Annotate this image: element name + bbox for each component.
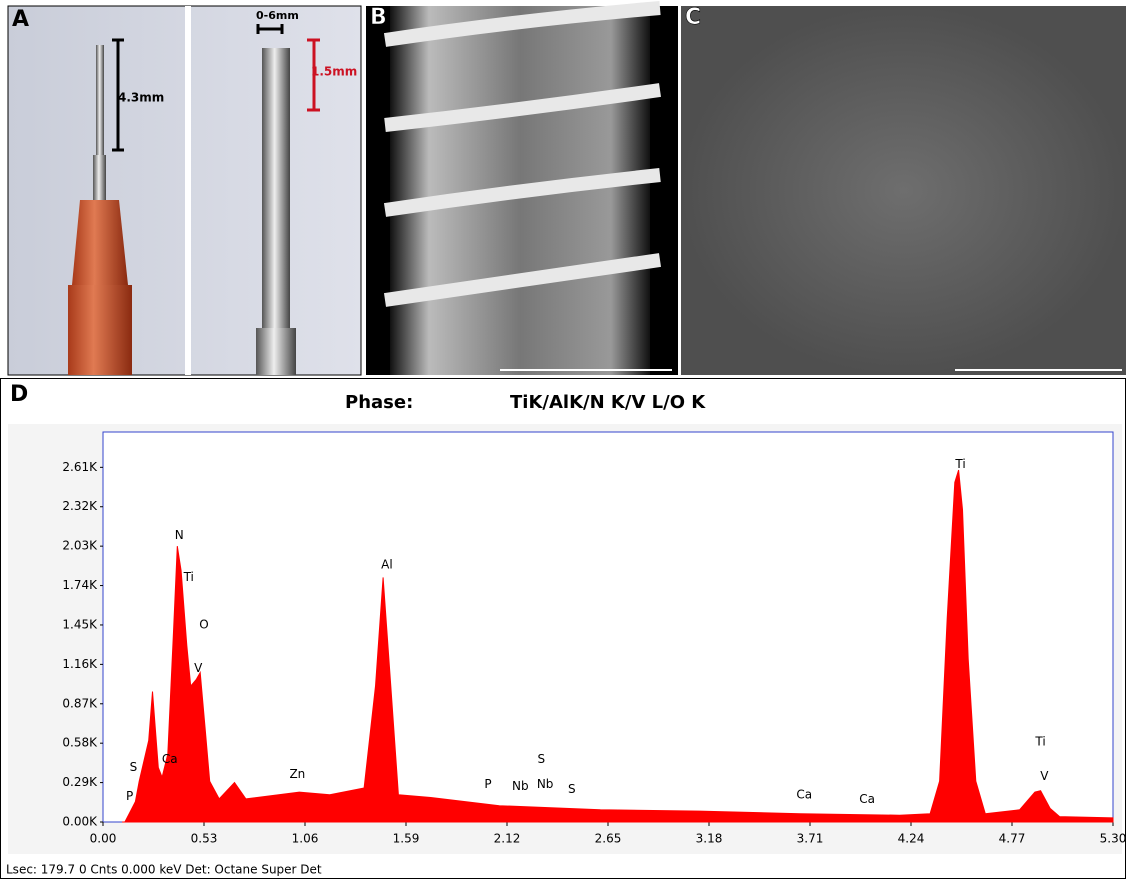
sem-image (681, 6, 1126, 375)
y-tick-label: 0.87K (62, 696, 98, 710)
panel-b: B (366, 5, 678, 375)
peak-label: Al (381, 558, 393, 572)
panel-a: 4.3mm 0-6mm 1.5mm A (8, 6, 361, 375)
y-tick-label: 0.58K (62, 736, 98, 750)
x-tick-label: 2.12 (494, 832, 521, 846)
length-label: 4.3mm (118, 91, 164, 105)
peak-label: V (1040, 769, 1049, 783)
y-tick-label: 2.03K (62, 539, 98, 553)
screw (96, 45, 104, 155)
page: {"panels":{"a":{"label":"A","length_labe… (0, 0, 1126, 879)
panel-label: D (10, 382, 28, 407)
peak-label: Ca (796, 787, 812, 801)
panel-label: A (12, 7, 29, 32)
chart-subtitle: TiK/AlK/N K/V L/O K (510, 392, 706, 413)
peak-label: P (484, 777, 491, 791)
x-tick-label: 3.18 (696, 832, 723, 846)
figure: 4.3mm 0-6mm 1.5mm A B C D Phase: TiK/AlK… (0, 0, 1126, 879)
thread-label: 1.5mm (311, 65, 357, 79)
x-tick-label: 0.53 (191, 832, 218, 846)
peak-label: Ti (183, 570, 194, 584)
x-tick-label: 4.24 (898, 832, 925, 846)
panel-label: B (370, 5, 387, 30)
shaft (256, 328, 296, 375)
shaft (93, 155, 106, 200)
photo (8, 6, 361, 375)
x-tick-label: 2.65 (595, 832, 622, 846)
divider (185, 6, 191, 375)
y-tick-label: 2.61K (62, 460, 98, 474)
handle (72, 200, 128, 285)
footer: Lsec: 179.7 0 Cnts 0.000 keV Det: Octane… (6, 863, 322, 877)
peak-label: Ca (859, 792, 875, 806)
peak-label: P (126, 789, 133, 803)
chart-title: Phase: (345, 392, 413, 413)
peak-label: Nb (512, 779, 529, 793)
y-tick-label: 1.16K (62, 657, 98, 671)
x-tick-label: 0.00 (90, 832, 117, 846)
x-tick-label: 3.71 (797, 832, 824, 846)
x-tick-label: 4.77 (999, 832, 1026, 846)
x-tick-label: 1.59 (393, 832, 420, 846)
y-tick-label: 1.74K (62, 578, 98, 592)
y-tick-label: 0.00K (62, 815, 98, 829)
x-tick-label: 1.06 (292, 832, 319, 846)
y-tick-label: 0.29K (62, 775, 98, 789)
peak-label: Ti (954, 457, 965, 471)
peak-label: V (194, 661, 203, 675)
panel-label: C (685, 5, 701, 30)
peak-label: O (199, 617, 208, 631)
screw (262, 48, 290, 328)
peak-label: N (175, 528, 184, 542)
panel-c: C (681, 5, 1126, 375)
x-tick-label: 5.30 (1100, 832, 1126, 846)
peak-label: Ti (1034, 734, 1045, 748)
handle (68, 285, 132, 375)
peak-label: S (130, 760, 138, 774)
y-tick-label: 1.45K (62, 617, 98, 631)
peak-label: S (568, 782, 576, 796)
width-label: 0-6mm (256, 9, 299, 22)
peak-label: Nb (537, 777, 554, 791)
y-tick-label: 2.32K (62, 499, 98, 513)
peak-label: S (537, 752, 545, 766)
peak-label: Ca (162, 752, 178, 766)
peak-label: Zn (289, 767, 305, 781)
